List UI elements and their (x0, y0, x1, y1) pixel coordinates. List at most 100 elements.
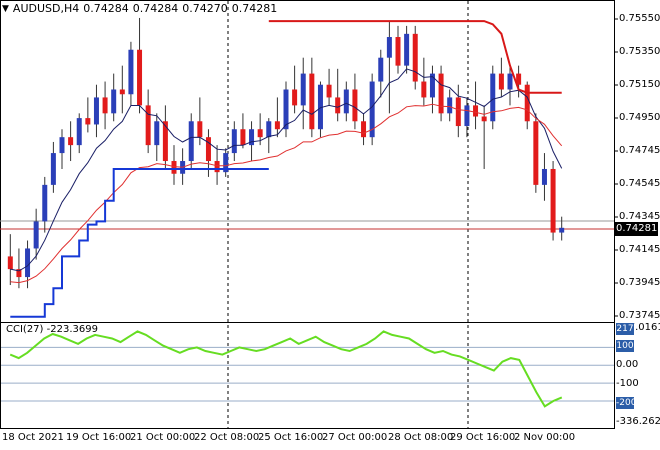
price-tick-label: 0.74745 (619, 145, 660, 156)
candle-body (352, 89, 358, 122)
candle-body (455, 97, 461, 127)
candle-body (378, 57, 384, 82)
price-tick-label: 0.74545 (619, 178, 660, 189)
time-tick-label: 25 Oct 16:00 (258, 432, 324, 443)
candle-body (50, 153, 56, 185)
candle-body (154, 121, 160, 146)
candle-body (524, 84, 530, 122)
high-value: 0.74284 (132, 2, 179, 15)
candle-body (231, 129, 237, 154)
candle-body (93, 97, 99, 125)
candle-body (111, 89, 117, 114)
candle-body (128, 49, 134, 95)
candle-body (145, 105, 151, 146)
cci-tag-minus200: -200 (616, 397, 637, 409)
candle-body (550, 168, 556, 233)
chart-layer (0, 0, 618, 429)
candle-body (412, 33, 418, 82)
cci-bottom-value: -336.2627 (616, 416, 660, 427)
candle-body (309, 73, 315, 130)
candle-body (447, 97, 453, 114)
candle-body (533, 121, 539, 185)
candle-body (343, 89, 349, 114)
price-tick-label: 0.73745 (619, 310, 660, 321)
candle-body (59, 137, 65, 154)
candle-body (214, 161, 220, 173)
symbol-label: AUDUSD,H4 (12, 2, 80, 15)
candle-body (85, 118, 91, 125)
candle-body (516, 73, 522, 85)
price-tick-label: 0.74145 (619, 244, 660, 255)
candle-body (33, 221, 39, 249)
price-tick-label: 0.73945 (619, 277, 660, 288)
slow-ma-line (10, 103, 563, 284)
candle-body (300, 73, 306, 106)
candle-body (559, 227, 565, 233)
candle-body (438, 73, 444, 114)
candle-body (162, 121, 168, 162)
candle-body (404, 33, 410, 66)
cci-level-zero: 0.00 (616, 359, 639, 370)
cci-line (9, 330, 563, 408)
cci-tag-100: 100 (616, 340, 634, 352)
time-tick-label: 27 Oct 00:00 (322, 432, 388, 443)
cci-level-minus100: -100 (616, 378, 639, 389)
candle-body (490, 73, 496, 122)
candle-body (326, 84, 332, 98)
time-tick-label: 18 Oct 2021 (2, 432, 64, 443)
candle-body (102, 97, 108, 114)
candle-body (369, 81, 375, 138)
candle-body (481, 116, 487, 122)
candle-body (498, 73, 504, 90)
candle-body (223, 153, 229, 173)
candle-body (25, 248, 31, 278)
current-price-tag: 0.74281 (614, 222, 658, 236)
time-tick-label: 28 Oct 08:00 (388, 432, 454, 443)
candle-body (171, 161, 177, 174)
candle-body (266, 121, 272, 138)
candle-body (249, 129, 255, 146)
candle-body (137, 49, 143, 106)
candle-body (473, 105, 479, 117)
candle-body (119, 89, 125, 95)
candle-body (335, 97, 341, 114)
candle-body (283, 89, 289, 130)
candle-body (386, 37, 392, 58)
candle-body (7, 256, 13, 270)
chart-header: ▼ AUDUSD,H4 0.74284 0.74284 0.74270 0.74… (2, 2, 277, 15)
fast-ma-line (10, 68, 563, 272)
candle-body (68, 137, 74, 146)
cci-title: CCI(27) -223.3699 (6, 324, 98, 335)
candle-body (257, 129, 263, 138)
cci-top-value: 217.0161 (616, 322, 660, 333)
price-tick-label: 0.74345 (619, 211, 660, 222)
cci-panel-frame (0, 322, 615, 429)
open-value: 0.74284 (83, 2, 129, 15)
candle-body (361, 121, 367, 138)
price-tick-label: 0.75350 (619, 46, 660, 57)
time-tick-label: 22 Oct 08:00 (194, 432, 260, 443)
candle-body (541, 168, 547, 185)
time-tick-label: 2 Nov 00:00 (514, 432, 576, 443)
candle-body (76, 118, 82, 146)
dropdown-triangle-icon[interactable]: ▼ (2, 3, 9, 14)
cci-tag-top: 217 (616, 323, 634, 335)
candle-body (429, 73, 435, 98)
candle-body (507, 73, 513, 90)
close-value: 0.74281 (231, 2, 278, 15)
upper-channel-line (268, 20, 562, 94)
candle-body (274, 121, 280, 130)
candle-body (42, 184, 48, 222)
candle-body (205, 137, 211, 162)
candle-body (317, 84, 323, 130)
lower-step-line (10, 168, 269, 318)
candle-body (421, 81, 427, 98)
candle-body (395, 37, 401, 66)
time-tick-label: 29 Oct 16:00 (450, 432, 516, 443)
time-tick-label: 19 Oct 16:00 (66, 432, 132, 443)
price-tick-label: 0.75150 (619, 79, 660, 90)
candle-body (16, 269, 22, 278)
low-value: 0.74270 (182, 2, 228, 15)
price-tick-label: 0.74950 (619, 112, 660, 123)
